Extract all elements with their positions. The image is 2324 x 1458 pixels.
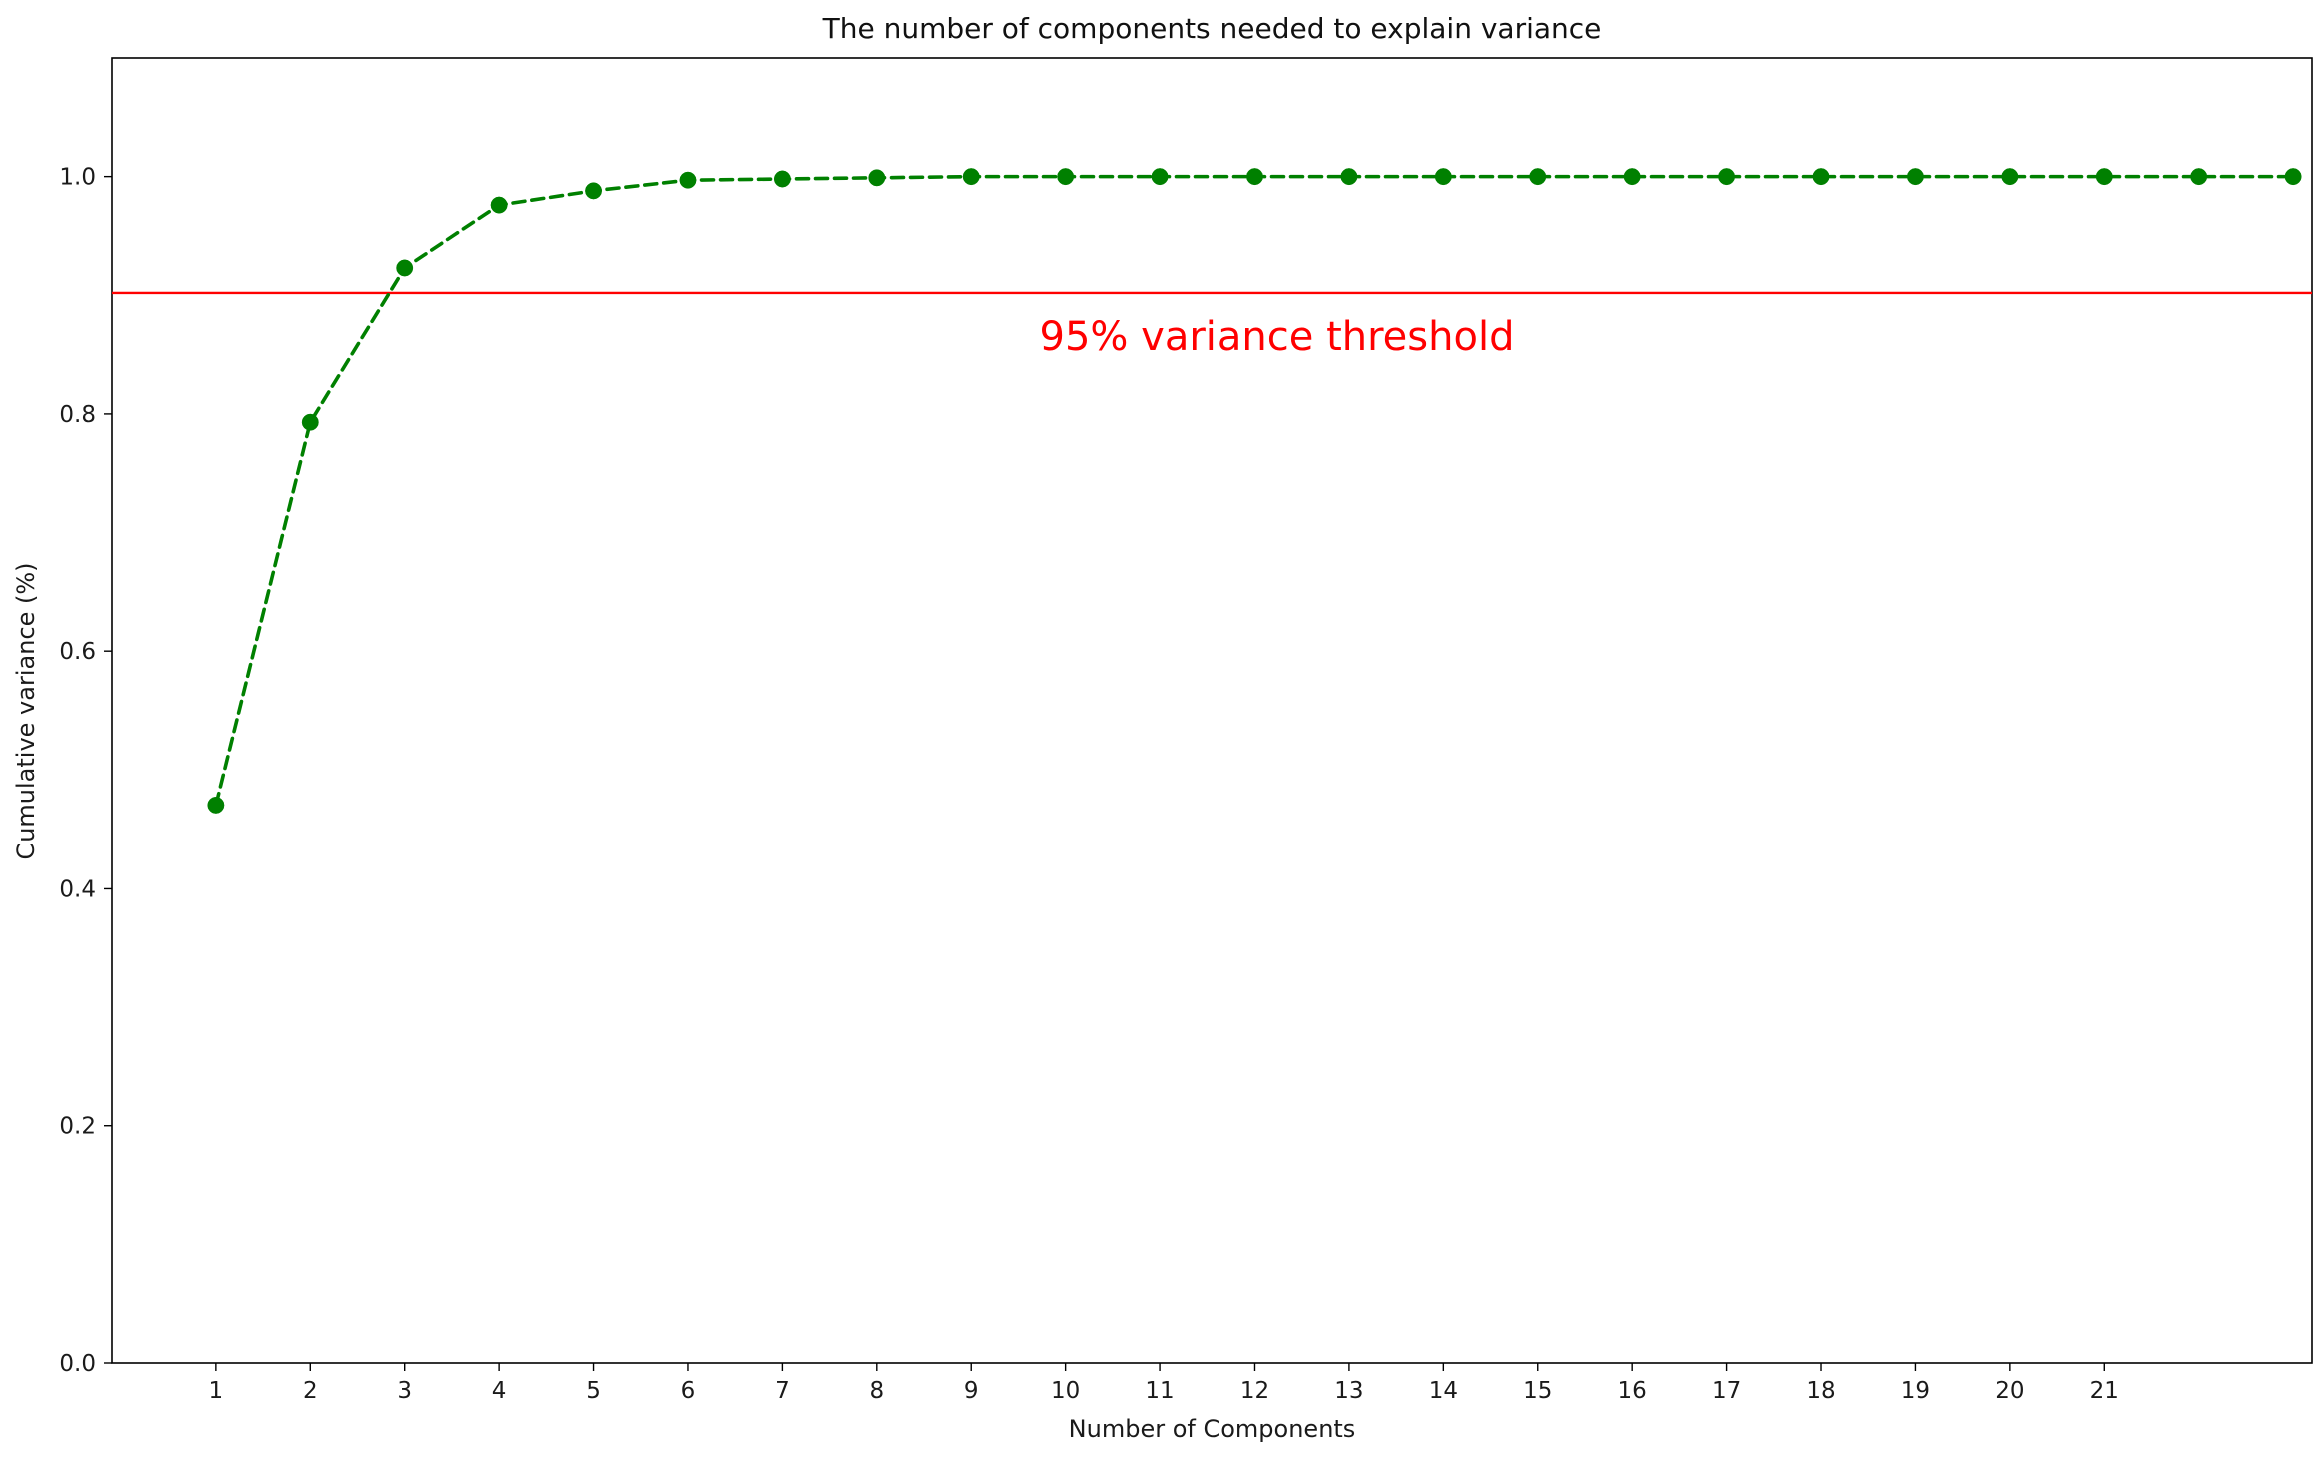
x-tick-label: 2	[303, 1378, 318, 1404]
y-tick-label: 0.2	[59, 1114, 96, 1140]
chart-title: The number of components needed to expla…	[822, 12, 1602, 45]
x-tick-label: 17	[1712, 1378, 1741, 1404]
data-point	[396, 259, 414, 277]
data-point	[1246, 168, 1263, 186]
x-axis-title: Number of Components	[1069, 1415, 1356, 1443]
data-point	[2190, 168, 2208, 186]
data-point	[962, 168, 980, 186]
x-tick-label: 3	[397, 1378, 412, 1404]
y-tick-label: 0.6	[59, 639, 96, 665]
x-ticks-layer: 1 2 3 4 5 6 7 8 9 10 11 12 13 14 15 16 17 18 19 20 21	[209, 1363, 2119, 1404]
x-tick-label: 19	[1901, 1378, 1930, 1404]
y-ticks-layer: 0.0 0.2 0.4 0.6 0.8 1.0	[59, 165, 112, 1377]
x-tick-label: 6	[681, 1378, 696, 1404]
data-point	[585, 182, 602, 200]
x-tick-label: 18	[1806, 1378, 1835, 1404]
x-tick-label: 7	[775, 1378, 790, 1404]
y-axis-title: Cumulative variance (%)	[12, 562, 40, 859]
x-tick-label: 11	[1145, 1378, 1174, 1404]
data-point	[868, 169, 886, 187]
data-point	[2284, 168, 2302, 186]
data-point	[1718, 168, 1736, 186]
x-tick-label: 20	[1995, 1378, 2024, 1404]
threshold-label: 95% variance threshold	[1040, 314, 1515, 360]
data-point	[1529, 168, 1547, 186]
y-tick-label: 0.8	[59, 402, 96, 428]
data-point	[1906, 168, 1924, 186]
x-tick-label: 21	[2090, 1378, 2119, 1404]
x-tick-label: 5	[586, 1378, 601, 1404]
x-tick-label: 12	[1240, 1378, 1269, 1404]
x-tick-label: 14	[1429, 1378, 1458, 1404]
data-point	[1623, 168, 1641, 186]
x-tick-label: 15	[1523, 1378, 1552, 1404]
data-point	[2095, 168, 2113, 186]
x-tick-label: 13	[1334, 1378, 1363, 1404]
data-point	[1434, 168, 1452, 186]
data-point	[490, 196, 508, 214]
plot-frame	[111, 57, 2313, 1364]
x-tick-label: 8	[869, 1378, 884, 1404]
data-point	[1812, 168, 1830, 186]
data-point	[207, 796, 225, 814]
series-layer	[207, 168, 2302, 814]
y-tick-label: 1.0	[59, 165, 96, 191]
x-tick-label: 16	[1618, 1378, 1647, 1404]
x-tick-label: 4	[492, 1378, 507, 1404]
data-point	[301, 413, 319, 431]
y-tick-label: 0.0	[59, 1351, 96, 1377]
data-point	[1057, 168, 1075, 186]
data-point	[1151, 168, 1169, 186]
x-tick-label: 10	[1051, 1378, 1080, 1404]
y-tick-label: 0.4	[59, 876, 96, 902]
data-point	[1340, 168, 1358, 186]
data-point	[2001, 168, 2019, 186]
plot-frame-layer	[111, 57, 2313, 1364]
x-tick-label: 9	[964, 1378, 979, 1404]
data-point	[773, 170, 791, 188]
data-point	[679, 171, 697, 189]
x-tick-label: 1	[209, 1378, 224, 1404]
